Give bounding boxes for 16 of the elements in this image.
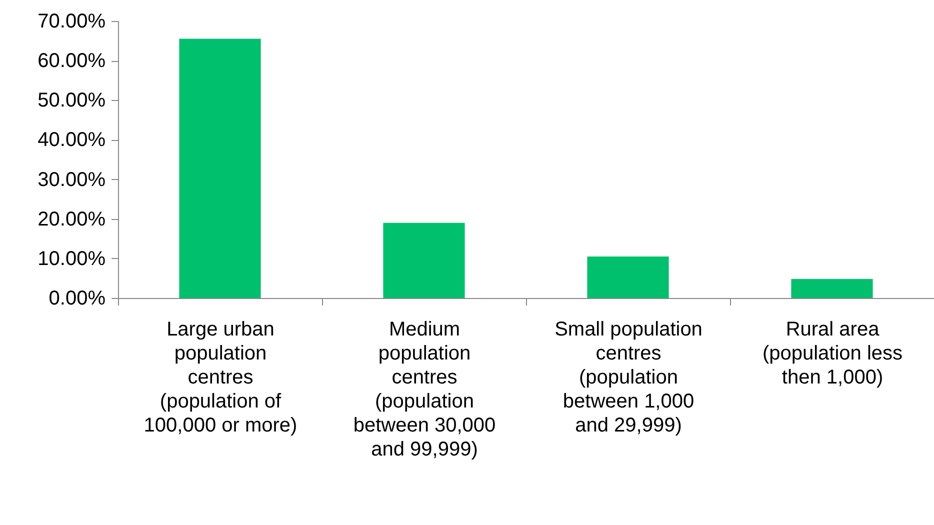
y-tick-label: 50.00% <box>38 90 106 112</box>
bar <box>383 222 465 298</box>
bar <box>791 279 873 298</box>
x-tick-label: Rural area (population less then 1,000) <box>762 318 903 388</box>
bar <box>179 38 261 298</box>
x-tick-label: Medium population centres (population between 30,000 and 99,999) <box>353 318 496 460</box>
x-tick-label: Small population centres (population between 1,000 and 29,999) <box>554 318 702 436</box>
bar <box>587 256 669 298</box>
y-tick-label: 60.00% <box>38 50 106 72</box>
x-tick-label: Large urban population centres (population of 100,000 or more) <box>144 318 298 436</box>
y-tick-label: 40.00% <box>38 129 106 152</box>
y-tick-label: 30.00% <box>38 168 106 191</box>
y-tick-label: 10.00% <box>38 248 106 270</box>
y-tick-label: 20.00% <box>38 208 106 230</box>
y-tick-label: 0.00% <box>48 288 106 310</box>
y-tick-label: 70.00% <box>38 10 106 32</box>
